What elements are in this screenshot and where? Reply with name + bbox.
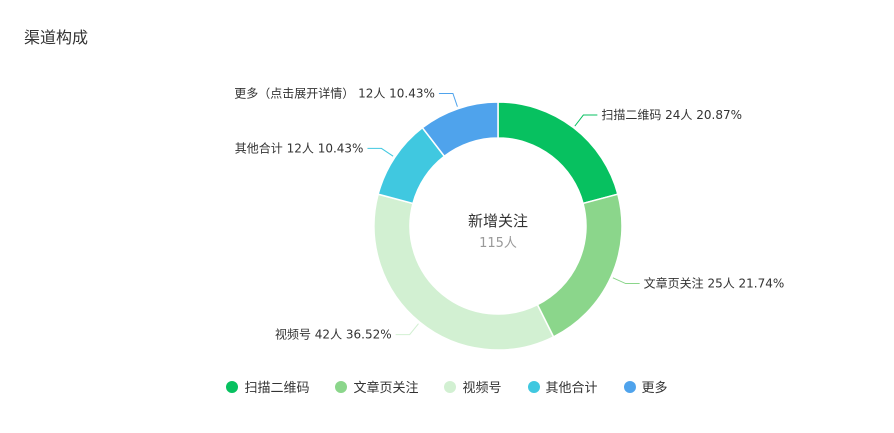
- legend-item-article-follow[interactable]: 文章页关注: [335, 377, 418, 396]
- legend-item-video[interactable]: 视频号: [444, 377, 502, 396]
- center-label: 新增关注: [468, 212, 528, 230]
- pie-slice-4[interactable]: [421, 101, 499, 158]
- slice-label-3: 其他合计 12人 10.43%: [235, 140, 364, 155]
- legend-label: 文章页关注: [353, 381, 419, 396]
- legend-label: 更多: [641, 381, 668, 396]
- legend-label: 扫描二维码: [244, 381, 310, 396]
- legend-label: 其他合计: [545, 381, 598, 396]
- center-value: 115人: [479, 236, 517, 251]
- pie-slice-2[interactable]: [373, 193, 555, 351]
- legend-label: 视频号: [462, 381, 502, 396]
- chart-legend: 扫描二维码 文章页关注 视频号 其他合计 更多: [0, 377, 894, 396]
- slice-label-4: 更多（点击展开详情） 12人 10.43%: [234, 85, 435, 100]
- legend-dot: [623, 380, 636, 393]
- legend-dot: [444, 380, 457, 393]
- leader-line-2: [395, 323, 419, 336]
- pie-slice-1[interactable]: [536, 193, 623, 338]
- legend-dot: [335, 380, 348, 393]
- legend-dot: [527, 380, 540, 393]
- legend-item-scan-qr[interactable]: 扫描二维码: [226, 377, 309, 396]
- legend-item-more[interactable]: 更多: [623, 377, 668, 396]
- chart-title: 渠道构成: [24, 28, 89, 47]
- legend-item-other-total[interactable]: 其他合计: [527, 377, 598, 396]
- pie-slice-0[interactable]: [497, 101, 619, 205]
- slice-label-0: 扫描二维码 24人 20.87%: [601, 108, 742, 122]
- legend-dot: [226, 380, 239, 393]
- slice-label-1: 文章页关注 25人 21.74%: [644, 276, 785, 291]
- slice-label-2: 视频号 42人 36.52%: [275, 327, 392, 342]
- leader-line-3: [367, 147, 394, 157]
- leader-line-1: [612, 277, 640, 285]
- leader-line-4: [438, 92, 458, 107]
- donut-chart: 扫描二维码 24人 20.87% 文章页关注 25人 21.74% 视频号 42人 …: [234, 85, 785, 351]
- leader-line-0: [574, 114, 598, 127]
